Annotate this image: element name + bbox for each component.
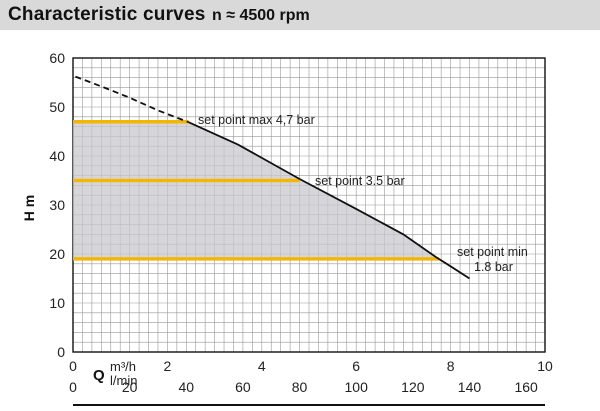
x-tick-label-m3h: 2 — [164, 358, 172, 374]
unit-m3h: m³/h — [110, 359, 136, 374]
x-tick-label-lmin: 160 — [514, 379, 538, 395]
y-axis-label: H m — [21, 195, 37, 221]
operating-area — [73, 121, 439, 259]
x-tick-label-lmin: 80 — [292, 379, 308, 395]
y-tick-label: 0 — [57, 344, 65, 360]
unit-lmin: l/min — [110, 373, 137, 388]
y-tick-label: 10 — [49, 295, 65, 311]
x-axis-label-q: Q — [93, 367, 105, 384]
chart-title: Characteristic curves — [8, 4, 206, 25]
x-tick-label-m3h: 8 — [447, 358, 455, 374]
y-tick-label: 20 — [49, 246, 65, 262]
operating-range-area — [73, 121, 439, 259]
x-tick-label-lmin: 0 — [69, 379, 77, 395]
x-tick-label-m3h: 10 — [537, 358, 553, 374]
dashed-curve — [75, 75, 189, 124]
chart-header: Characteristic curves n ≈ 4500 rpm — [0, 0, 600, 30]
y-tick-label: 40 — [49, 148, 65, 164]
speed-subtitle: n ≈ 4500 rpm — [212, 7, 310, 24]
y-tick-label: 50 — [49, 99, 65, 115]
x-tick-label-lmin: 140 — [458, 379, 482, 395]
set-point-lines — [73, 119, 439, 261]
x-tick-label-lmin: 40 — [178, 379, 194, 395]
x-tick-label-m3h: 0 — [69, 358, 77, 374]
set-point-min-label: set point min — [457, 245, 528, 259]
annotations: H m Qm³/hl/min set point max 4,7 bar set po… — [21, 113, 528, 388]
set-point-min-value: 1.8 bar — [474, 260, 513, 274]
y-tick-label: 60 — [49, 50, 65, 66]
x-tick-label-lmin: 60 — [235, 379, 251, 395]
y-tick-label: 30 — [49, 197, 65, 213]
x-tick-label-lmin: 100 — [345, 379, 369, 395]
x-tick-label-lmin: 120 — [401, 379, 425, 395]
x-tick-label-lmin: 20 — [122, 379, 138, 395]
set-point-max-label: set point max 4,7 bar — [198, 113, 315, 127]
x-tick-label-m3h: 6 — [352, 358, 360, 374]
set-point-mid-label: set point 3.5 bar — [315, 174, 405, 188]
pump-curves — [75, 75, 470, 280]
x-tick-label-m3h: 4 — [258, 358, 266, 374]
solid-curve — [188, 121, 470, 280]
